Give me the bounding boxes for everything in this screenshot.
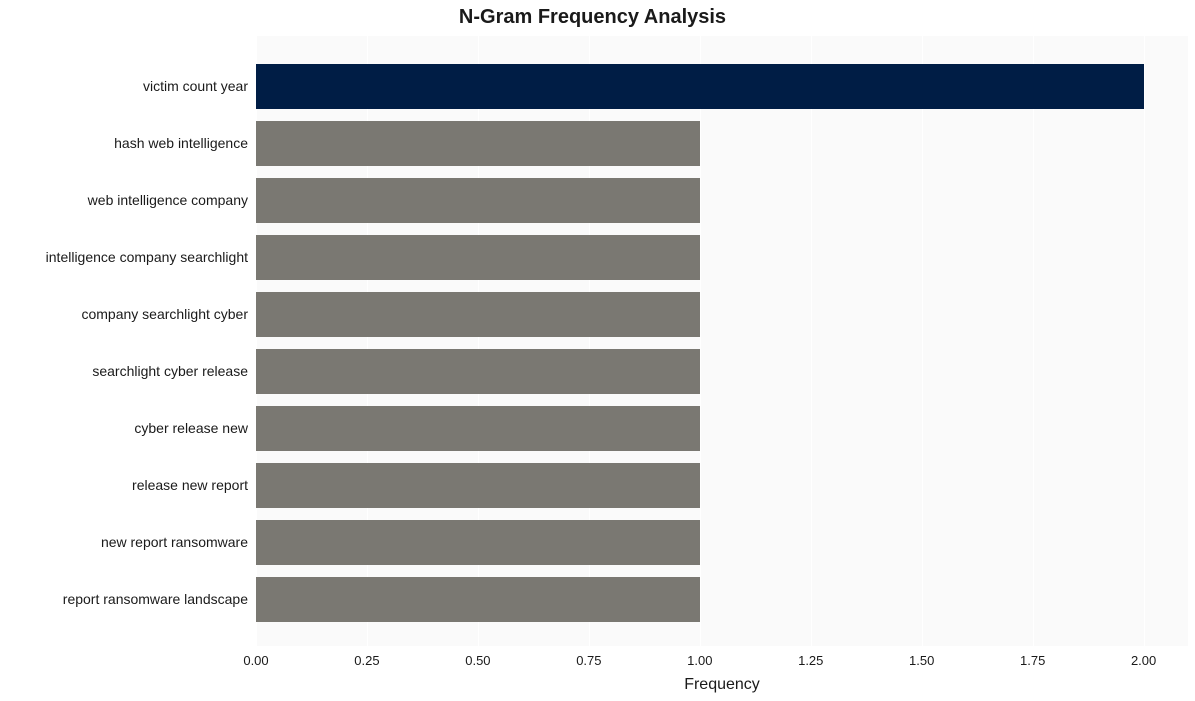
bar	[256, 520, 700, 565]
gridline	[811, 36, 812, 646]
x-tick-label: 0.00	[243, 654, 268, 667]
x-tick-label: 0.50	[465, 654, 490, 667]
y-tick-label: new report ransomware	[101, 535, 248, 549]
x-tick-label: 1.50	[909, 654, 934, 667]
x-tick-label: 1.00	[687, 654, 712, 667]
y-tick-label: report ransomware landscape	[63, 592, 248, 606]
bar	[256, 406, 700, 451]
x-tick-label: 1.75	[1020, 654, 1045, 667]
gridline	[700, 36, 701, 646]
y-tick-label: web intelligence company	[88, 193, 248, 207]
x-tick-label: 0.75	[576, 654, 601, 667]
x-tick-label: 1.25	[798, 654, 823, 667]
bar	[256, 292, 700, 337]
y-tick-label: release new report	[132, 478, 248, 492]
x-tick-label: 2.00	[1131, 654, 1156, 667]
plot-area	[256, 36, 1188, 646]
ngram-frequency-chart: N-Gram Frequency Analysis Frequency 0.00…	[0, 0, 1195, 701]
y-tick-label: victim count year	[143, 79, 248, 93]
chart-title: N-Gram Frequency Analysis	[0, 6, 1185, 29]
y-tick-label: company searchlight cyber	[81, 307, 248, 321]
gridline	[922, 36, 923, 646]
bar	[256, 64, 1144, 109]
gridline	[1144, 36, 1145, 646]
bar	[256, 349, 700, 394]
y-tick-label: hash web intelligence	[114, 136, 248, 150]
bar	[256, 178, 700, 223]
y-tick-label: cyber release new	[134, 421, 248, 435]
y-tick-label: searchlight cyber release	[92, 364, 248, 378]
gridline	[1033, 36, 1034, 646]
x-axis-title: Frequency	[256, 676, 1188, 694]
y-tick-label: intelligence company searchlight	[46, 250, 248, 264]
x-tick-label: 0.25	[354, 654, 379, 667]
bar	[256, 577, 700, 622]
bar	[256, 235, 700, 280]
bar	[256, 121, 700, 166]
bar	[256, 463, 700, 508]
